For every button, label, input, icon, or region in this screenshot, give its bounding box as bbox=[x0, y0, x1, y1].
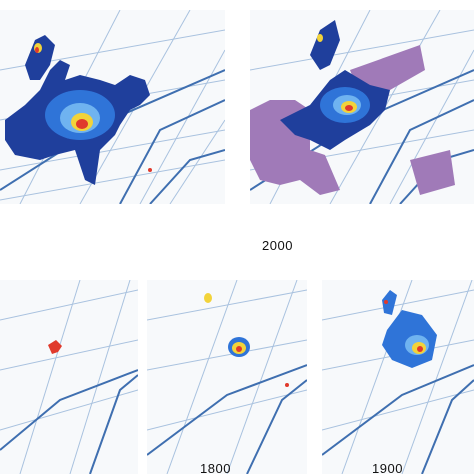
map-svg-1900 bbox=[322, 280, 474, 474]
main-waterways bbox=[147, 364, 307, 474]
map-svg-1800 bbox=[147, 280, 307, 474]
urban-area-north-arm bbox=[382, 290, 397, 315]
core-red bbox=[76, 119, 88, 129]
settlement-red bbox=[48, 340, 62, 354]
year-label-1800: 1800 bbox=[200, 461, 231, 476]
map-svg-bottom-left bbox=[0, 280, 138, 474]
map-panel-1800 bbox=[147, 280, 307, 474]
north-core-red bbox=[384, 300, 388, 304]
map-svg-top-left bbox=[0, 10, 225, 204]
greenhouse-area-south bbox=[410, 150, 455, 195]
main-waterways bbox=[0, 369, 138, 474]
north-core-red bbox=[35, 47, 39, 53]
map-svg-top-right bbox=[250, 10, 474, 204]
map-panel-top-left bbox=[0, 10, 225, 204]
map-panel-bottom-left bbox=[0, 280, 138, 474]
year-label-1900: 1900 bbox=[372, 461, 403, 476]
small-settlement-red bbox=[148, 168, 152, 172]
greenhouse-area-east bbox=[350, 45, 425, 95]
map-panel-1900 bbox=[322, 280, 474, 474]
north-core-yellow bbox=[204, 293, 212, 303]
canal-network bbox=[147, 280, 307, 474]
north-core-yellow bbox=[317, 34, 323, 42]
year-label-2000: 2000 bbox=[262, 238, 293, 253]
main-waterways bbox=[322, 364, 474, 474]
canal-network bbox=[322, 280, 474, 474]
core-red bbox=[345, 105, 353, 111]
canal-network bbox=[0, 280, 138, 474]
core-red bbox=[417, 346, 423, 352]
greenhouse-area bbox=[250, 100, 340, 195]
urban-area-north-arm bbox=[310, 20, 340, 70]
urban-area-north-arm bbox=[25, 35, 55, 80]
core-red bbox=[236, 346, 242, 352]
map-panel-top-right bbox=[250, 10, 474, 204]
small-settlement-red bbox=[285, 383, 289, 387]
